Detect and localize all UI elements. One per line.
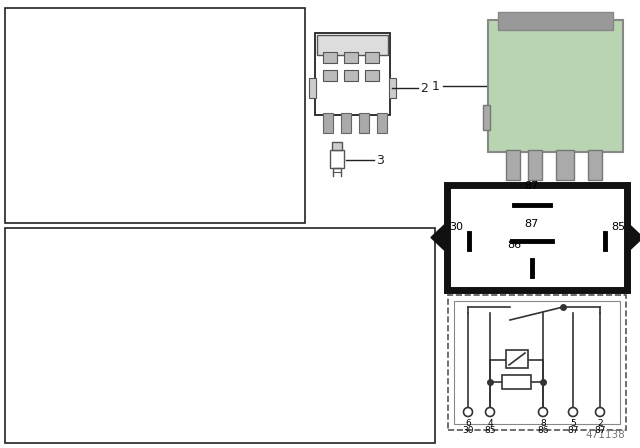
Text: 30: 30 [462,426,474,435]
Bar [365,70,379,81]
Bar [454,301,620,424]
Bar [588,150,602,180]
Bar [488,20,623,152]
Text: 87: 87 [524,181,539,191]
Text: 2: 2 [597,419,603,428]
Bar [502,375,531,389]
Circle shape [595,408,605,417]
Text: 87: 87 [595,426,605,435]
Bar [556,150,574,180]
Text: 8: 8 [540,419,546,428]
Bar [498,12,613,30]
Bar [447,185,627,290]
Circle shape [486,408,495,417]
Bar [377,113,387,133]
Bar [528,150,542,180]
Bar [344,52,358,63]
Polygon shape [626,221,640,254]
Bar [389,78,396,98]
Bar [5,8,305,223]
Bar [323,113,333,133]
Bar [323,70,337,81]
Bar [332,142,342,150]
Text: 3: 3 [376,154,384,167]
Text: 5: 5 [570,419,576,428]
Text: 4: 4 [487,419,493,428]
Bar [359,113,369,133]
Bar [506,150,520,180]
Bar [365,52,379,63]
Polygon shape [431,221,448,254]
Circle shape [568,408,577,417]
Bar [317,35,388,55]
Text: 85: 85 [611,222,625,233]
Text: 30: 30 [449,222,463,233]
Bar [448,295,626,430]
Text: 86: 86 [537,426,548,435]
Bar [341,113,351,133]
Text: 85: 85 [484,426,496,435]
Bar [5,228,435,443]
Text: 86: 86 [508,240,522,250]
Bar [309,78,316,98]
Circle shape [463,408,472,417]
Bar [323,52,337,63]
Text: 87: 87 [567,426,579,435]
Text: 471138: 471138 [585,430,625,440]
Bar [344,70,358,81]
Text: 87: 87 [524,219,539,228]
Circle shape [538,408,547,417]
Text: 2: 2 [420,82,428,95]
Bar [330,150,344,168]
Bar [315,33,390,115]
Text: 1: 1 [432,79,440,92]
Bar [483,105,490,130]
Bar [506,350,528,368]
Text: 6: 6 [465,419,471,428]
